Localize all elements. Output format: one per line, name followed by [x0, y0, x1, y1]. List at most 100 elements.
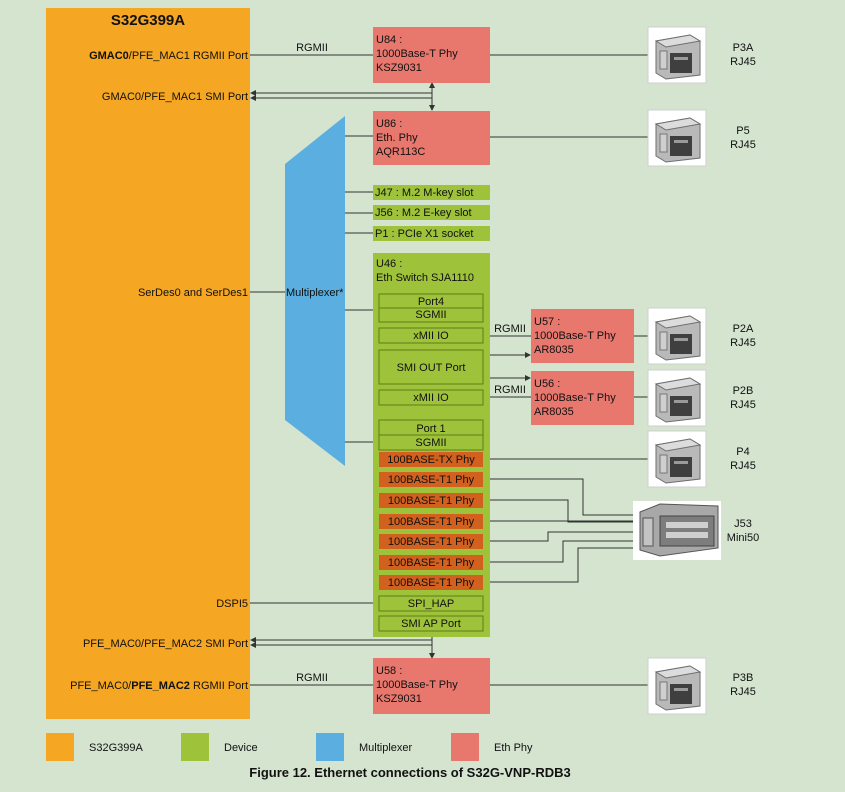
multiplexer-shape [285, 116, 345, 466]
connector-p3a: P3A RJ45 [647, 26, 756, 84]
phy-u57: U57 : 1000Base-T Phy AR8035 [531, 309, 634, 363]
svg-text:AQR113C: AQR113C [376, 146, 425, 158]
svg-text:100BASE-T1 Phy: 100BASE-T1 Phy [388, 557, 475, 569]
svg-text:RJ45: RJ45 [730, 686, 756, 698]
svg-text:1000Base-T Phy: 1000Base-T Phy [376, 679, 458, 691]
svg-text:SMI AP Port: SMI AP Port [401, 618, 461, 630]
rgmii-label-u57: RGMII [494, 323, 526, 335]
switch-xmii-2 [378, 389, 484, 406]
svg-text:100BASE-T1 Phy: 100BASE-T1 Phy [388, 474, 475, 486]
switch-smi-out [378, 349, 484, 385]
switch-spi-hap [378, 595, 484, 612]
svg-text:P5: P5 [736, 125, 749, 137]
soc-title: S32G399A [111, 12, 185, 29]
legend-swatch-multiplexer [316, 733, 344, 761]
svg-text:RJ45: RJ45 [730, 460, 756, 472]
svg-text:KSZ9031: KSZ9031 [376, 693, 422, 705]
connector-j53: J53 Mini50 [633, 501, 759, 560]
rj45-icon [647, 26, 707, 84]
soc-port-gmac-smi: GMAC0/PFE_MAC1 SMI Port [102, 91, 248, 103]
svg-text:KSZ9031: KSZ9031 [376, 62, 422, 74]
phy-u58: U58 : 1000Base-T Phy KSZ9031 [373, 658, 490, 714]
svg-text:RJ45: RJ45 [730, 56, 756, 68]
connector-p2a: P2A RJ45 [647, 307, 756, 365]
slot-p1: P1 : PCIe X1 socket [373, 226, 490, 241]
switch-phy-tx [379, 452, 483, 467]
svg-text:Device: Device [224, 742, 258, 754]
svg-text:S32G399A: S32G399A [89, 742, 143, 754]
svg-text:U58 :: U58 : [376, 665, 402, 677]
svg-text:U57 :: U57 : [534, 316, 560, 328]
legend: S32G399A Device Multiplexer Eth Phy [46, 733, 533, 761]
soc-port-gmac-rgmii: GMAC0/PFE_MAC1 RGMII Port [89, 50, 248, 62]
svg-text:P1 : PCIe X1 socket: P1 : PCIe X1 socket [375, 228, 473, 240]
soc-block [46, 8, 250, 719]
rgmii-label-u56: RGMII [494, 384, 526, 396]
rgmii-label-bottom: RGMII [296, 672, 328, 684]
svg-text:xMII IO: xMII IO [413, 330, 449, 342]
rj45-icon [647, 109, 707, 167]
legend-swatch-ethphy [451, 733, 479, 761]
soc-port-pfe-smi: PFE_MAC0/PFE_MAC2 SMI Port [83, 638, 248, 650]
eth-switch: U46 : Eth Switch SJA1110 Port4 SGMII xMI… [373, 253, 490, 637]
multiplexer-label: Multiplexer* [286, 287, 344, 299]
svg-text:U86 :: U86 : [376, 118, 402, 130]
svg-text:Eth Switch SJA1110: Eth Switch SJA1110 [376, 272, 474, 284]
svg-text:Multiplexer: Multiplexer [359, 742, 413, 754]
svg-text:AR8035: AR8035 [534, 344, 574, 356]
svg-text:J56 : M.2 E-key slot: J56 : M.2 E-key slot [375, 207, 472, 219]
svg-text:U56 :: U56 : [534, 378, 560, 390]
connection-lines [250, 54, 648, 686]
svg-text:Mini50: Mini50 [727, 532, 759, 544]
svg-text:100BASE-T1 Phy: 100BASE-T1 Phy [388, 516, 475, 528]
svg-text:xMII IO: xMII IO [413, 392, 449, 404]
connector-p2b: P2B RJ45 [647, 369, 756, 427]
svg-text:100BASE-T1 Phy: 100BASE-T1 Phy [388, 536, 475, 548]
svg-text:J47 : M.2 M-key slot: J47 : M.2 M-key slot [375, 187, 473, 199]
rj45-icon [647, 657, 707, 715]
soc-port-serdes: SerDes0 and SerDes1 [138, 287, 248, 299]
svg-text:SPI_HAP: SPI_HAP [408, 598, 454, 610]
svg-text:SGMII: SGMII [415, 309, 446, 321]
svg-text:1000Base-T Phy: 1000Base-T Phy [534, 392, 616, 404]
svg-text:P3B: P3B [733, 672, 754, 684]
mini50-connector-icon [633, 501, 721, 560]
phy-u56: U56 : 1000Base-T Phy AR8035 [531, 371, 634, 425]
connector-p3b: P3B RJ45 [647, 657, 756, 715]
svg-text:SGMII: SGMII [415, 437, 446, 449]
svg-text:Port 1: Port 1 [416, 423, 445, 435]
svg-text:P2B: P2B [733, 385, 754, 397]
soc-port-dspi: DSPI5 [216, 598, 248, 610]
phy-u84: U84 : 1000Base-T Phy KSZ9031 [373, 27, 490, 83]
svg-text:P4: P4 [736, 446, 749, 458]
svg-text:SMI OUT Port: SMI OUT Port [397, 362, 466, 374]
svg-text:100BASE-T1 Phy: 100BASE-T1 Phy [388, 495, 475, 507]
svg-text:Port4: Port4 [418, 296, 444, 308]
svg-text:Eth Phy: Eth Phy [494, 742, 533, 754]
rj45-icon [647, 307, 707, 365]
svg-text:RJ45: RJ45 [730, 139, 756, 151]
switch-phy-t1-list: 100BASE-T1 Phy 100BASE-T1 Phy 100BASE-T1… [379, 472, 483, 590]
svg-text:1000Base-T Phy: 1000Base-T Phy [534, 330, 616, 342]
svg-text:100BASE-T1 Phy: 100BASE-T1 Phy [388, 577, 475, 589]
svg-text:P2A: P2A [733, 323, 754, 335]
soc-port-pfe-rgmii: PFE_MAC0/PFE_MAC2 RGMII Port [70, 680, 248, 692]
slot-j47: J47 : M.2 M-key slot [373, 185, 490, 200]
svg-text:U46 :: U46 : [376, 258, 402, 270]
svg-text:P3A: P3A [733, 42, 754, 54]
connector-p4: P4 RJ45 [647, 430, 756, 488]
switch-xmii-1 [378, 327, 484, 344]
svg-text:J53: J53 [734, 518, 752, 530]
legend-swatch-soc [46, 733, 74, 761]
svg-text:RJ45: RJ45 [730, 399, 756, 411]
connector-p5: P5 RJ45 [647, 109, 756, 167]
figure-caption: Figure 12. Ethernet connections of S32G-… [249, 765, 570, 780]
switch-smi-ap [378, 615, 484, 632]
rj45-icon [647, 369, 707, 427]
svg-text:Eth. Phy: Eth. Phy [376, 132, 418, 144]
phy-u86: U86 : Eth. Phy AQR113C [373, 111, 490, 165]
svg-text:1000Base-T Phy: 1000Base-T Phy [376, 48, 458, 60]
rj45-icon [647, 430, 707, 488]
legend-swatch-device [181, 733, 209, 761]
